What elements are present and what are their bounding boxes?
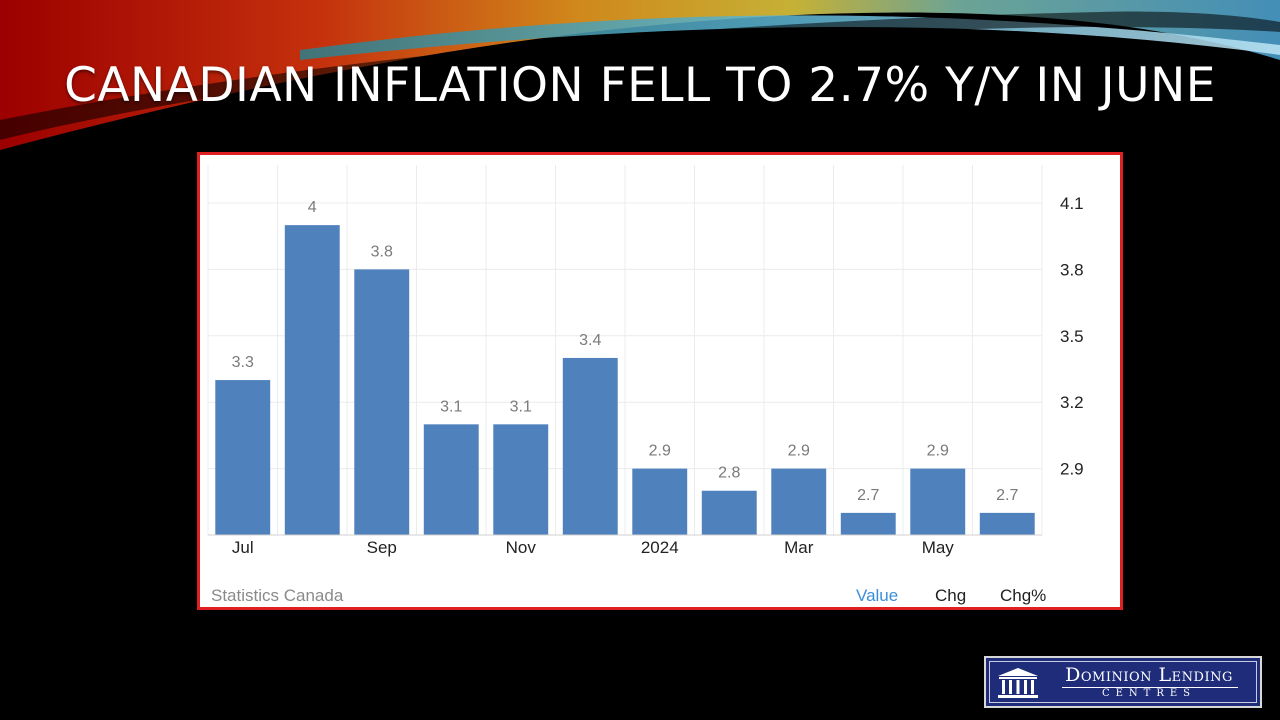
- bar: [771, 468, 827, 535]
- data-label: 3.4: [579, 332, 601, 349]
- y-tick-label: 2.9: [1060, 460, 1084, 479]
- data-label: 2.7: [857, 487, 879, 504]
- bar: [840, 512, 896, 535]
- bar: [423, 424, 479, 535]
- data-label: 3.3: [232, 354, 254, 371]
- bar: [701, 490, 757, 535]
- chart-panel: 2.9 3.2 3.5 3.8 4.1 3.3 Jul 4 3.8 Sep 3.1 3.1 Nov 3.4…: [197, 152, 1123, 610]
- data-label: 2.9: [927, 443, 949, 460]
- bar-chart: 2.9 3.2 3.5 3.8 4.1 3.3 Jul 4 3.8 Sep 3.1 3.1 Nov 3.4…: [207, 165, 1084, 557]
- slide-title: Canadian Inflation Fell to 2.7% Y/Y in J…: [64, 58, 1216, 113]
- source-label: Statistics Canada: [211, 586, 344, 605]
- x-tick-label: Sep: [367, 538, 397, 557]
- bar: [354, 269, 410, 535]
- y-tick-label: 3.8: [1060, 260, 1084, 279]
- data-label: 2.8: [718, 465, 740, 482]
- bar: [562, 357, 618, 535]
- data-label: 3.1: [510, 398, 532, 415]
- decorative-swoosh: [0, 0, 1280, 150]
- data-label: 3.8: [371, 243, 393, 260]
- x-tick-label: Mar: [784, 538, 814, 557]
- data-label: 2.7: [996, 487, 1018, 504]
- building-icon: [998, 668, 1038, 698]
- tab-chg-percent[interactable]: Chg%: [1000, 586, 1047, 605]
- bar: [215, 380, 271, 535]
- bar: [493, 424, 549, 535]
- data-label: 3.1: [440, 398, 462, 415]
- logo-subtitle: CENTRES: [1101, 688, 1197, 699]
- x-tick-label: 2024: [641, 538, 679, 557]
- tab-chg[interactable]: Chg: [935, 586, 967, 605]
- y-tick-label: 3.5: [1060, 327, 1084, 346]
- bar: [632, 468, 688, 535]
- x-tick-label: May: [922, 538, 955, 557]
- x-tick-label: Nov: [506, 538, 537, 557]
- data-label: 2.9: [649, 443, 671, 460]
- y-tick-label: 3.2: [1060, 393, 1084, 412]
- data-label: 2.9: [788, 443, 810, 460]
- bar: [284, 225, 340, 535]
- bar: [979, 512, 1035, 535]
- x-tick-label: Jul: [232, 538, 254, 557]
- y-tick-label: 4.1: [1060, 194, 1084, 213]
- tab-value[interactable]: Value: [856, 586, 899, 605]
- logo-name: Dominion Lending: [1065, 664, 1233, 686]
- data-label: 4: [308, 199, 317, 216]
- company-logo: Dominion Lending CENTRES: [984, 656, 1262, 708]
- bar: [910, 468, 966, 535]
